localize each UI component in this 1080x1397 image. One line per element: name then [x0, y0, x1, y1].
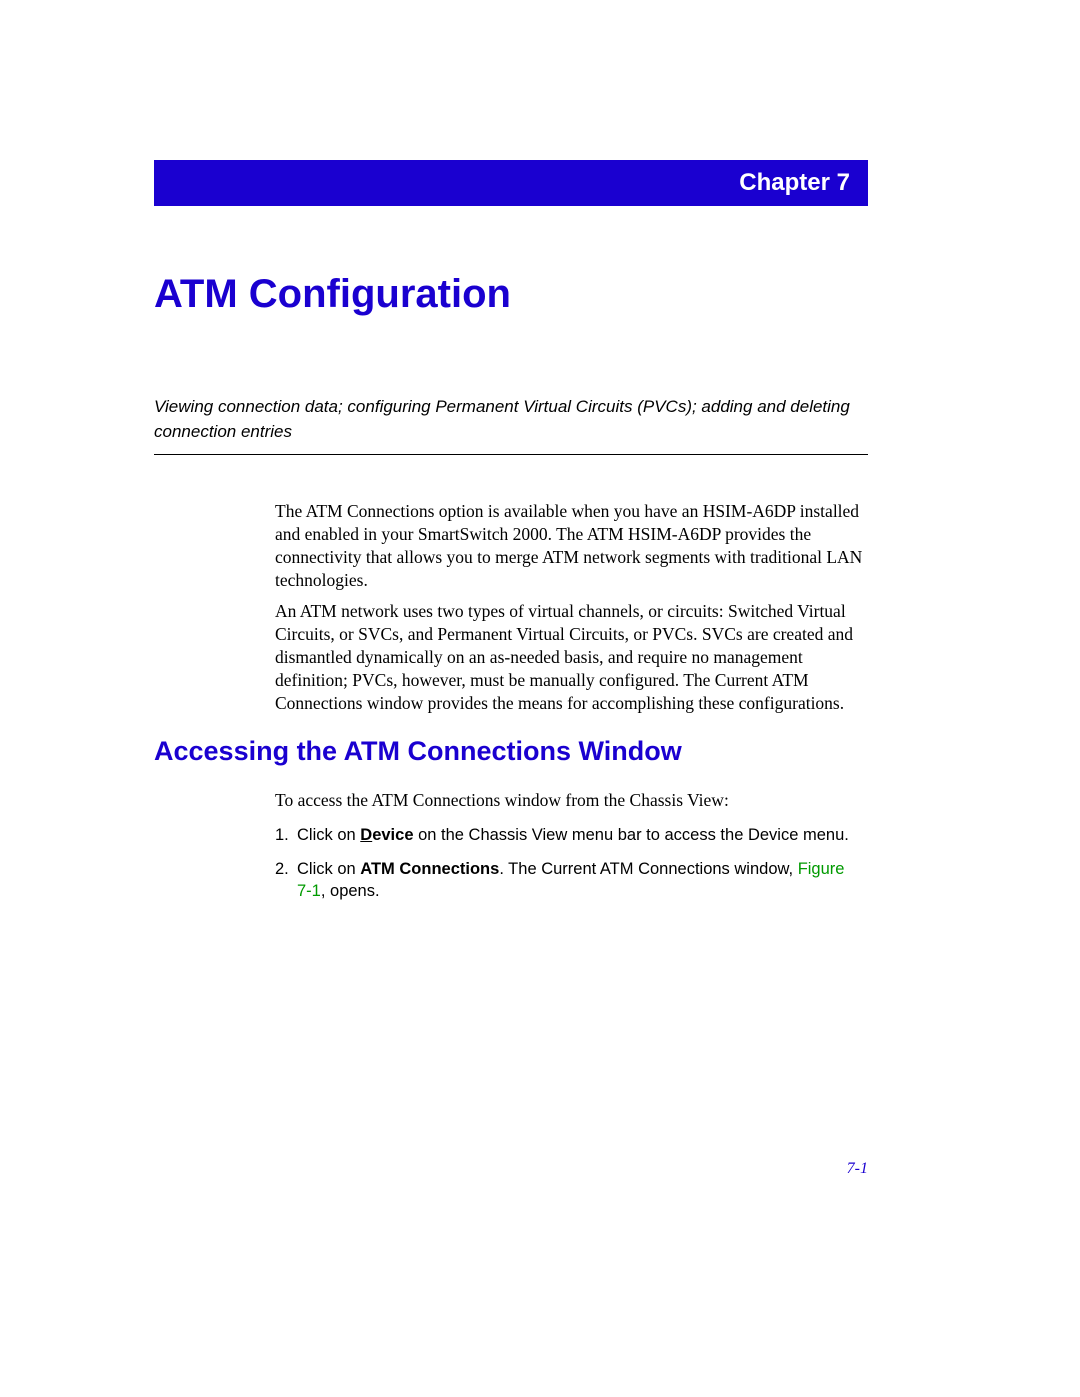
- chapter-title: ATM Configuration: [154, 272, 511, 317]
- step-1-bold: Device: [360, 826, 413, 844]
- step-2-pre: Click on: [297, 860, 360, 878]
- chapter-label: Chapter 7: [739, 169, 850, 197]
- step-1: 1.Click on Device on the Chassis View me…: [275, 824, 869, 846]
- step-1-pre: Click on: [297, 826, 360, 844]
- step-2: 2.Click on ATM Connections. The Current …: [275, 858, 869, 903]
- section-heading: Accessing the ATM Connections Window: [154, 736, 682, 767]
- step-2-post: , opens.: [321, 882, 380, 900]
- step-1-underline-char: D: [360, 826, 372, 844]
- step-2-body: Click on ATM Connections. The Current AT…: [297, 858, 857, 903]
- intro-paragraph-1: The ATM Connections option is available …: [275, 500, 868, 592]
- summary-text: Viewing connection data; configuring Per…: [154, 395, 868, 444]
- summary-rule: [154, 454, 868, 455]
- access-intro-line: To access the ATM Connections window fro…: [275, 790, 868, 811]
- chapter-bar: Chapter 7: [154, 160, 868, 206]
- step-1-post: on the Chassis View menu bar to access t…: [414, 826, 849, 844]
- page-number: 7-1: [154, 1160, 868, 1178]
- step-1-bold-rest: evice: [372, 826, 413, 844]
- step-2-number: 2.: [275, 858, 297, 880]
- step-2-mid: . The Current ATM Connections window,: [499, 860, 797, 878]
- step-1-body: Click on Device on the Chassis View menu…: [297, 824, 857, 846]
- summary-block: Viewing connection data; configuring Per…: [154, 395, 868, 463]
- step-2-bold: ATM Connections: [360, 860, 499, 878]
- step-1-number: 1.: [275, 824, 297, 846]
- intro-paragraph-2: An ATM network uses two types of virtual…: [275, 600, 868, 715]
